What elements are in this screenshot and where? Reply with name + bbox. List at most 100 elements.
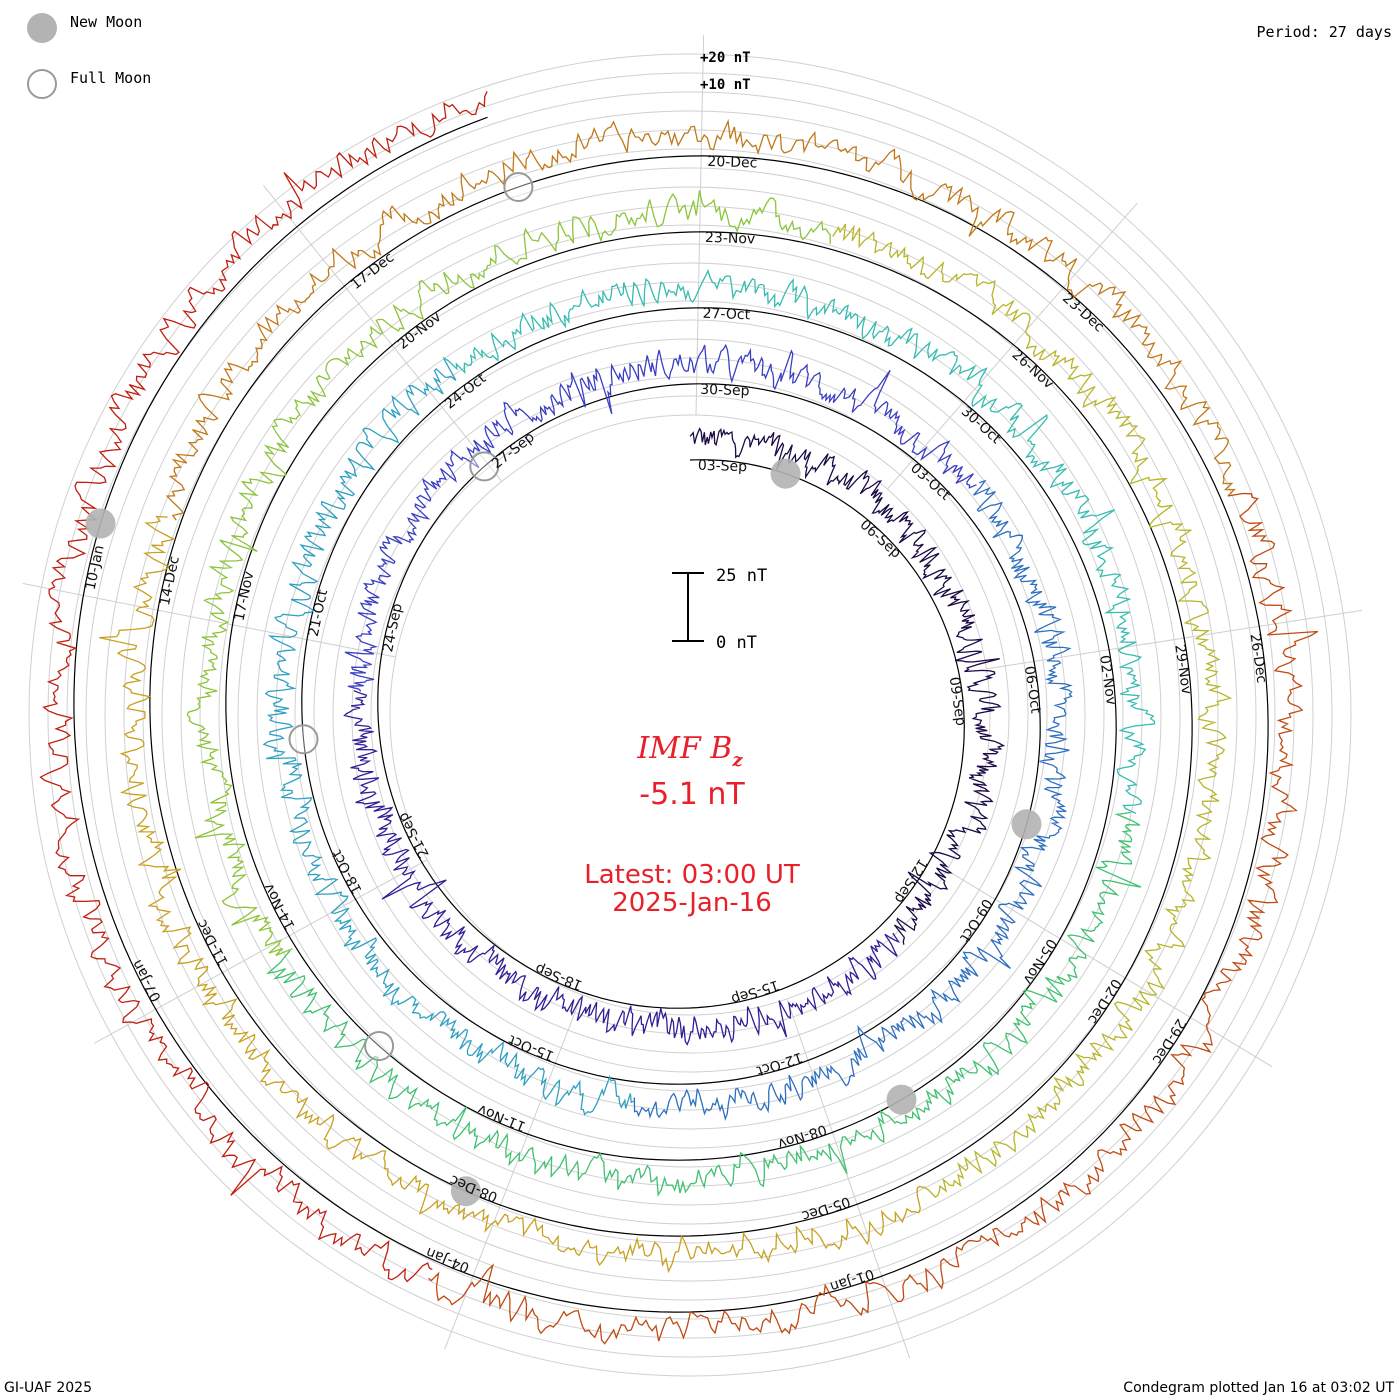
grid-ring-16 — [85, 110, 1295, 1320]
date-label-3-4: 05-Dec — [800, 1193, 852, 1224]
bz-segment-11 — [428, 492, 1319, 1345]
grid-ring-11 — [180, 205, 1200, 1225]
scale-bar: 25 nT 0 nT — [672, 566, 767, 653]
rotation-baselines — [73, 116, 1269, 1313]
footer-plotted: Condegram plotted Jan 16 at 03:02 UT — [1123, 1380, 1394, 1396]
date-label-0-6: 21-Sep — [395, 810, 432, 861]
grid-ring-8 — [237, 262, 1143, 1168]
new-moon-marker-0 — [770, 458, 801, 489]
bz-segment-6 — [265, 811, 1142, 1197]
bz-segment-2 — [344, 343, 977, 692]
grid-ring-5 — [294, 319, 1086, 1111]
full-moon-marker-2 — [364, 1031, 395, 1061]
new-moon-legend-label: New Moon — [70, 13, 143, 31]
date-label-3-2: 29-Nov — [1171, 643, 1194, 695]
period-label: Period: 27 days — [1256, 23, 1392, 41]
scale-bar-top-label: 25 nT — [716, 566, 767, 586]
date-spoke-2 — [986, 609, 1362, 670]
grid-ring-1 — [370, 395, 1010, 1035]
center-latest: Latest: 03:00 UT — [584, 860, 800, 890]
grid-ring-15 — [104, 129, 1276, 1301]
date-label-2-8: 20-Nov — [395, 309, 444, 353]
grid-ring-14 — [123, 148, 1257, 1282]
grid-ring-9 — [218, 243, 1162, 1187]
full-moon-legend-label: Full Moon — [70, 69, 152, 87]
moon-markers — [85, 172, 1042, 1207]
new-moon-marker-1 — [1011, 809, 1042, 840]
date-label-0-0: 03-Sep — [698, 458, 748, 476]
new-moon-legend-icon — [27, 13, 57, 43]
date-label-4-4: 01-Jan — [828, 1265, 876, 1294]
grid-ring-19 — [28, 53, 1352, 1377]
date-label-4-2: 26-Dec — [1247, 632, 1270, 684]
center-readout: IMF Bz -5.1 nT Latest: 03:00 UT 2025-Jan… — [584, 731, 800, 918]
date-label-0-1: 06-Sep — [857, 517, 904, 562]
grid-ring-0 — [389, 414, 991, 1016]
bz-segment-0 — [689, 427, 1006, 945]
grid-ring-18 — [47, 72, 1333, 1358]
date-label-2-2: 02-Nov — [1096, 654, 1119, 706]
date-spoke-3 — [946, 869, 1273, 1068]
bz-segment-5 — [442, 269, 1156, 814]
bz-segment-1 — [343, 690, 901, 1046]
full-moon-legend-icon — [27, 69, 57, 99]
bz-segment-7 — [186, 190, 831, 957]
date-label-3-8: 17-Dec — [348, 250, 397, 293]
date-label-0-3: 12-Sep — [891, 856, 931, 906]
center-title-main: IMF B — [636, 731, 732, 766]
date-label-2-3: 05-Nov — [1019, 936, 1059, 987]
new-moon-marker-4 — [85, 508, 116, 539]
date-label-3-3: 02-Dec — [1084, 976, 1124, 1027]
grid-ring-10 — [199, 224, 1181, 1206]
footer-credit: GI-UAF 2025 — [4, 1380, 92, 1396]
grid-ring-17 — [66, 91, 1314, 1339]
date-label-1-3: 09-Oct — [956, 896, 995, 945]
grid-ring-2 — [351, 376, 1029, 1054]
date-spoke-4 — [786, 998, 911, 1359]
full-moon-marker-3 — [503, 172, 534, 202]
grid-ring-12 — [161, 186, 1219, 1244]
grid-ring-3 — [332, 357, 1048, 1073]
center-value: -5.1 nT — [639, 777, 745, 812]
bz-series — [39, 91, 1319, 1345]
date-label-4-3: 29-Dec — [1149, 1016, 1189, 1067]
full-moon-marker-0 — [469, 451, 500, 482]
date-label-3-1: 26-Nov — [1009, 347, 1057, 392]
date-spoke-0 — [695, 35, 705, 416]
date-label-4-5: 04-Jan — [424, 1244, 472, 1276]
scale-bar-bottom-label: 0 nT — [716, 633, 757, 653]
date-spoke-1 — [887, 202, 1138, 490]
bz-segment-12 — [39, 91, 488, 1283]
grid-ring-13 — [142, 167, 1238, 1263]
grid-ring-4 — [313, 338, 1067, 1092]
date-label-1-4: 12-Oct — [754, 1049, 805, 1079]
ring-scale-label-10: +10 nT — [700, 77, 751, 93]
date-label-0-7: 24-Sep — [380, 602, 406, 654]
date-label-0-2: 09-Sep — [946, 676, 969, 727]
date-label-4-0: 20-Dec — [707, 154, 757, 172]
new-moon-marker-3 — [450, 1176, 481, 1207]
date-label-3-0: 23-Nov — [705, 230, 756, 248]
date-label-1-2: 06-Oct — [1021, 665, 1044, 715]
ring-scale-label-20: +20 nT — [700, 50, 751, 66]
bz-segment-10 — [165, 118, 1237, 521]
date-spoke-6 — [94, 859, 428, 1044]
date-spoke-7 — [22, 583, 396, 658]
baseline-spiral — [73, 116, 1269, 1313]
center-title: IMF Bz — [636, 731, 743, 771]
grid-ring-7 — [256, 281, 1124, 1149]
date-label-2-0: 27-Oct — [702, 306, 750, 323]
date-label-1-0: 30-Sep — [700, 382, 750, 400]
bz-segment-9 — [99, 515, 924, 1274]
grid-rings — [28, 53, 1352, 1377]
bz-segment-3 — [633, 479, 1073, 1121]
date-label-1-6: 18-Oct — [329, 847, 366, 897]
date-label-0-4: 15-Sep — [729, 976, 781, 1007]
center-title-sub: z — [731, 750, 743, 771]
bz-segment-8 — [832, 223, 1233, 1198]
grid-ring-6 — [275, 300, 1105, 1130]
date-label-2-5: 11-Nov — [476, 1101, 529, 1134]
full-moon-marker-1 — [288, 724, 319, 755]
bz-segment-4 — [262, 358, 634, 1116]
